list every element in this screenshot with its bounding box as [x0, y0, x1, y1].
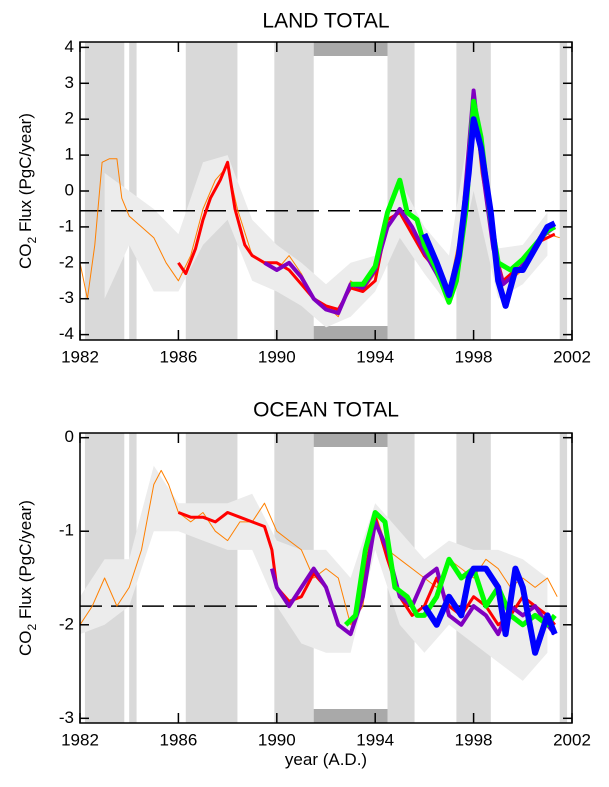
data-line	[263, 88, 556, 316]
x-tick-label: 1986	[159, 730, 197, 749]
y-tick-label: 3	[65, 73, 74, 92]
y-axis-label-part: CO	[16, 243, 35, 269]
x-tick-label: 1990	[258, 730, 296, 749]
y-tick-label: -2	[59, 252, 74, 271]
highlight-period	[313, 433, 388, 447]
plot-frame	[79, 432, 573, 724]
y-tick-label: 1	[65, 145, 74, 164]
y-axis-label: CO2 Flux (PgC/year)	[16, 113, 39, 269]
shaded-period	[559, 433, 568, 723]
plot-area	[80, 433, 572, 723]
x-tick-label: 1998	[455, 347, 493, 366]
data-line	[350, 98, 556, 305]
y-tick-label: 4	[65, 37, 74, 56]
x-axis-label: year (A.D.)	[285, 750, 367, 769]
y-tick-label: -4	[59, 324, 74, 343]
shaded-period	[185, 433, 238, 723]
x-tick-label: 2002	[553, 347, 591, 366]
x-tick-label: 1982	[61, 347, 99, 366]
y-axis-label: CO2 Flux (PgC/year)	[16, 500, 39, 656]
plot-area	[80, 42, 572, 340]
x-tick-label: 1986	[159, 347, 197, 366]
data-line	[343, 510, 557, 628]
y-tick-label: -2	[59, 614, 74, 633]
data-line	[421, 116, 557, 309]
chart-title: OCEAN TOTAL	[253, 399, 399, 422]
y-axis-label-subscript: 2	[25, 236, 39, 243]
y-axis-label-part: CO	[16, 630, 35, 656]
x-tick-label: 1982	[61, 730, 99, 749]
y-axis-label-subscript: 2	[25, 623, 39, 630]
y-tick-label: -3	[59, 708, 74, 727]
x-tick-label: 1994	[356, 347, 394, 366]
y-tick-label: -1	[59, 216, 74, 235]
y-tick-label: 0	[65, 180, 74, 199]
y-tick-label: 0	[65, 427, 74, 446]
y-tick-label: 2	[65, 109, 74, 128]
highlight-period	[313, 42, 388, 56]
x-tick-label: 1990	[258, 347, 296, 366]
x-tick-label: 2002	[553, 730, 591, 749]
data-line	[421, 565, 558, 656]
data-line	[80, 469, 558, 626]
shaded-period	[129, 42, 137, 340]
y-tick-label: -3	[59, 288, 74, 307]
x-tick-label: 1994	[356, 730, 394, 749]
chart-title: LAND TOTAL	[262, 10, 389, 33]
highlight-period	[313, 709, 388, 723]
y-axis-label-part: Flux (PgC/year)	[16, 500, 35, 624]
y-tick-label: -1	[59, 521, 74, 540]
x-tick-label: 1998	[455, 730, 493, 749]
y-axis-label-part: Flux (PgC/year)	[16, 113, 35, 237]
highlight-period	[313, 326, 388, 340]
